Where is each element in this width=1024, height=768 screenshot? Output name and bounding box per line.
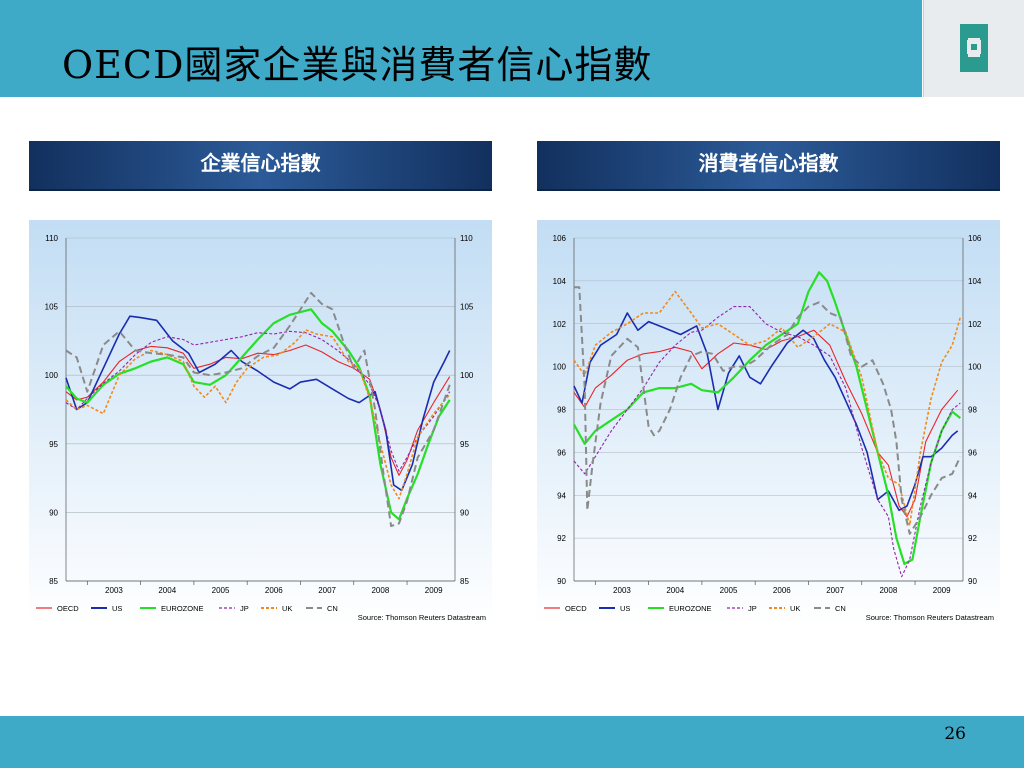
y-tick-label-right: 90 [968,577,977,586]
page-number: 26 [944,724,966,744]
series-line-uk [573,290,962,527]
x-tick-label: 2009 [933,586,951,595]
consumer-confidence-chart: 90 90 92 92 94 94 96 96 98 98 100 100 102 102 104 104 10… [537,220,1000,629]
y-tick-label-left: 85 [49,577,58,586]
y-tick-label-right: 95 [460,440,469,449]
series-line-oecd [573,329,959,518]
y-tick-label-left: 98 [557,406,566,415]
legend-label-uk: UK [282,604,292,613]
slide-title: OECD國家企業與消費者信心指數 [62,43,653,87]
y-tick-label-left: 104 [553,277,567,286]
series-line-us [573,312,959,512]
legend-label-oecd: OECD [57,604,79,613]
business-confidence-header: 企業信心指數 [29,141,492,189]
series-line-cn [65,291,451,528]
x-tick-label: 2007 [826,586,844,595]
title-band [0,0,922,97]
y-tick-label-left: 106 [553,234,567,243]
series-line-eurozone [65,308,451,521]
series-line-jp [65,330,451,472]
y-tick-label-right: 94 [968,491,977,500]
x-tick-label: 2007 [318,586,336,595]
y-tick-label-right: 110 [460,234,473,243]
y-tick-label-left: 105 [45,303,59,312]
business-confidence-chart: 85 85 90 90 95 95 100 100 105 105 110 110 2003 2004 20… [29,220,492,629]
legend-label-us: US [112,604,122,613]
consumer-confidence-header: 消費者信心指數 [537,141,1000,189]
y-tick-label-right: 105 [460,303,474,312]
y-tick-label-right: 98 [968,406,977,415]
y-tick-label-right: 92 [968,534,977,543]
series-line-eurozone [573,271,961,565]
y-tick-label-left: 92 [557,534,566,543]
y-tick-label-right: 100 [968,363,982,372]
y-tick-label-left: 100 [45,371,59,380]
y-tick-label-left: 102 [553,320,567,329]
legend-label-cn: CN [835,604,846,613]
x-tick-label: 2009 [425,586,443,595]
y-tick-label-right: 106 [968,234,982,243]
legend-label-cn: CN [327,604,338,613]
y-tick-label-right: 96 [968,448,977,457]
business-confidence-chart-svg: 85 85 90 90 95 95 100 100 105 105 110 110 2003 2004 20… [29,220,492,625]
series-line-uk [65,329,451,500]
x-tick-label: 2005 [720,586,738,595]
footer-band [0,716,1024,768]
legend-label-uk: UK [790,604,800,613]
y-tick-label-left: 95 [49,440,58,449]
x-tick-label: 2004 [158,586,176,595]
x-tick-label: 2005 [212,586,230,595]
y-tick-label-left: 90 [557,577,566,586]
y-tick-label-right: 100 [460,371,474,380]
y-tick-label-left: 96 [557,448,566,457]
fubon-logo-icon [960,24,988,72]
x-tick-label: 2008 [371,586,389,595]
x-tick-label: 2006 [265,586,283,595]
x-tick-label: 2008 [879,586,897,595]
source-note: Source: Thomson Reuters Datastream [866,613,994,622]
consumer-confidence-chart-svg: 90 90 92 92 94 94 96 96 98 98 100 100 102 102 104 104 10… [537,220,1000,625]
y-tick-label-left: 94 [557,491,566,500]
y-tick-label-right: 85 [460,577,469,586]
series-line-oecd [65,344,451,476]
legend-label-oecd: OECD [565,604,587,613]
x-tick-label: 2003 [105,586,123,595]
source-note: Source: Thomson Reuters Datastream [358,613,486,622]
legend-label-jp: JP [240,604,249,613]
series-line-cn [574,286,962,535]
x-tick-label: 2004 [666,586,684,595]
legend-label-jp: JP [748,604,757,613]
x-tick-label: 2006 [773,586,791,595]
logo-box [923,0,1024,97]
y-tick-label-right: 104 [968,277,982,286]
legend-label-us: US [620,604,630,613]
chart-background [537,220,1000,625]
y-tick-label-left: 110 [45,234,58,243]
chart-background [29,220,492,625]
x-tick-label: 2003 [613,586,631,595]
y-tick-label-left: 100 [553,363,567,372]
series-line-jp [573,306,961,578]
y-tick-label-right: 102 [968,320,982,329]
y-tick-label-right: 90 [460,508,469,517]
y-tick-label-left: 90 [49,508,58,517]
legend-label-eurozone: EUROZONE [161,604,204,613]
legend-label-eurozone: EUROZONE [669,604,712,613]
